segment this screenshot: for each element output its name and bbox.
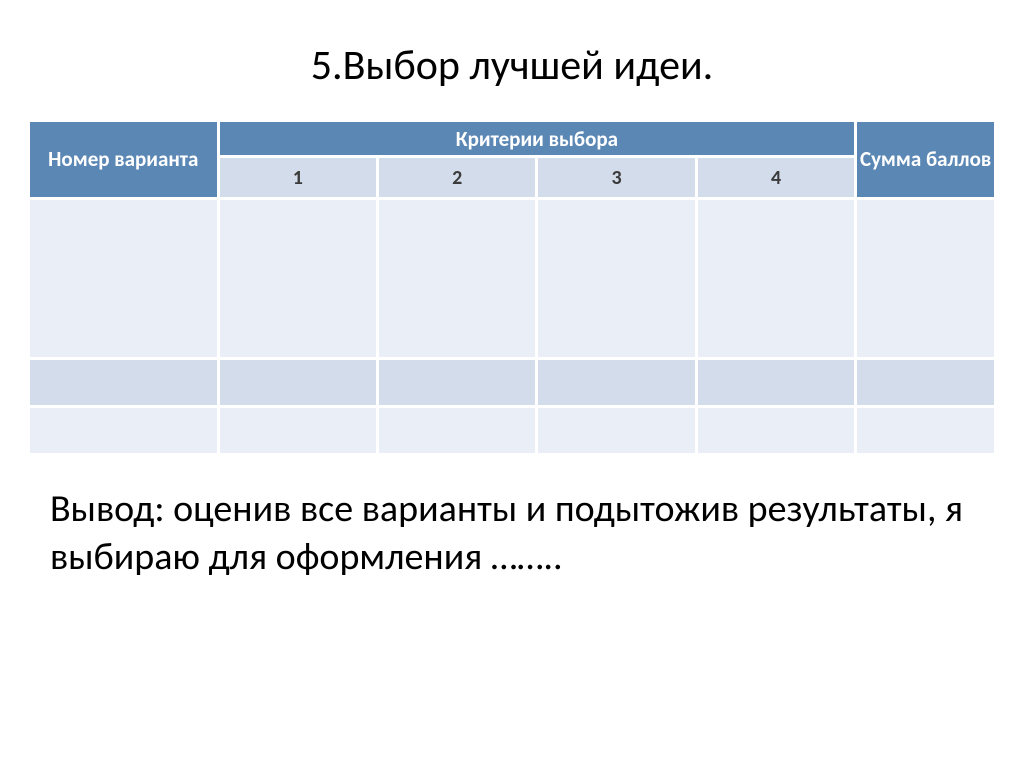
cell	[29, 199, 219, 359]
cell	[29, 407, 219, 455]
table-row	[29, 407, 996, 455]
cell	[696, 199, 855, 359]
cell	[377, 407, 536, 455]
cell	[377, 359, 536, 407]
cell	[537, 359, 696, 407]
table-row	[29, 359, 996, 407]
cell	[856, 359, 996, 407]
cell	[218, 359, 377, 407]
cell	[537, 199, 696, 359]
header-criteria: Критерии выбора	[218, 121, 856, 157]
slide-title: 5.Выбор лучшей идеи.	[20, 40, 1004, 91]
cell	[696, 407, 855, 455]
cell	[856, 407, 996, 455]
cell	[856, 199, 996, 359]
cell	[218, 199, 377, 359]
cell	[377, 199, 536, 359]
header-variant: Номер варианта	[29, 121, 219, 199]
subheader-4: 4	[696, 157, 855, 199]
cell	[218, 407, 377, 455]
conclusion-text: Вывод: оценив все варианты и подытожив р…	[20, 486, 1004, 581]
subheader-1: 1	[218, 157, 377, 199]
slide-container: 5.Выбор лучшей идеи. Номер варианта Крит…	[0, 0, 1024, 767]
header-sum: Сумма баллов	[856, 121, 996, 199]
cell	[696, 359, 855, 407]
subheader-2: 2	[377, 157, 536, 199]
subheader-3: 3	[537, 157, 696, 199]
cell	[29, 359, 219, 407]
header-row-1: Номер варианта Критерии выбора Сумма бал…	[29, 121, 996, 157]
rating-table: Номер варианта Критерии выбора Сумма бал…	[27, 119, 997, 456]
table-row	[29, 199, 996, 359]
cell	[537, 407, 696, 455]
